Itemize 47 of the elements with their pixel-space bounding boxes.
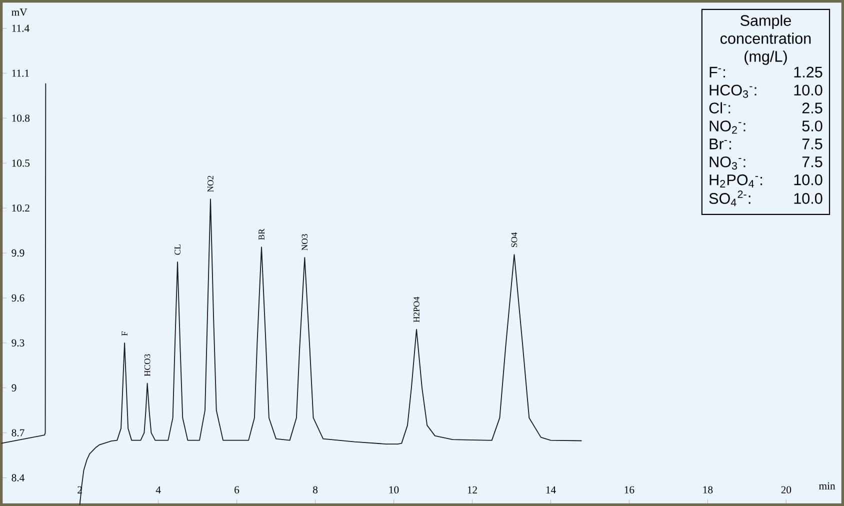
annotation: F <box>122 332 128 336</box>
y-tick-label: 9.9 <box>12 249 24 257</box>
annotation: 5.0 <box>802 120 822 132</box>
y-tick-label: 8.4 <box>12 474 24 482</box>
y-axis-title: mV <box>12 8 28 16</box>
x-tick-label: 18 <box>703 486 713 494</box>
x-tick-label: 6 <box>234 486 240 494</box>
x-tick-label: 8 <box>313 486 318 494</box>
annotation: HCO3 <box>144 354 150 376</box>
annotation: 10.0 <box>794 174 822 186</box>
annotation: Cl$^{-}$: <box>709 102 730 114</box>
y-tick-label: 11.1 <box>12 70 29 77</box>
x-tick-label: 20 <box>781 486 792 494</box>
x-tick-label: 16 <box>624 486 634 494</box>
y-tick-label: 9.6 <box>12 294 24 302</box>
x-axis-title: min <box>819 482 836 490</box>
annotation: NO2 <box>208 176 214 192</box>
annotation: H$_{2}$PO$_{4}$$^{-}$: <box>710 174 762 188</box>
annotation: NO$_{3}$$^{-}$: <box>710 156 746 170</box>
annotation: CL <box>174 244 180 255</box>
annotation: F$^{-}$: <box>710 66 725 78</box>
y-tick-label: 11.4 <box>12 24 30 32</box>
annotation: Sample concentration (mg/L) <box>720 14 811 65</box>
annotation: H2PO4 <box>414 296 420 322</box>
annotation: NO3 <box>302 234 308 250</box>
annotation: 10.0 <box>794 193 822 204</box>
annotation: NO$_{2}$$^{-}$: <box>710 120 746 134</box>
y-tick-label: 9 <box>12 384 16 392</box>
x-tick-label: 4 <box>156 486 161 494</box>
annotation: SO4 <box>511 232 518 247</box>
annotation: 2.5 <box>802 102 822 114</box>
annotation: SO$_{4}$$^{2-}$: <box>709 190 750 206</box>
annotation: 7.5 <box>802 138 822 150</box>
y-tick-label: 10.5 <box>12 160 30 167</box>
y-tick-label: 9.3 <box>12 339 24 346</box>
x-tick-label: 12 <box>468 486 477 494</box>
annotation: BR <box>258 228 264 240</box>
x-tick-label: 14 <box>546 486 556 494</box>
y-tick-label: 10.8 <box>12 114 30 122</box>
annotation: 1.25 <box>794 66 822 78</box>
annotation: Br$^{-}$: <box>710 138 731 150</box>
annotation: 10.0 <box>794 84 822 96</box>
x-tick-label: 10 <box>389 486 399 494</box>
y-tick-label: 8.7 <box>12 429 24 436</box>
annotation: HCO$_{3}$$^{-}$: <box>710 84 756 98</box>
annotation: 7.5 <box>802 156 822 168</box>
y-tick-label: 10.2 <box>12 204 30 212</box>
